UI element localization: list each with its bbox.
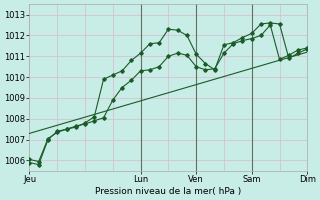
X-axis label: Pression niveau de la mer( hPa ): Pression niveau de la mer( hPa ): [95, 187, 242, 196]
